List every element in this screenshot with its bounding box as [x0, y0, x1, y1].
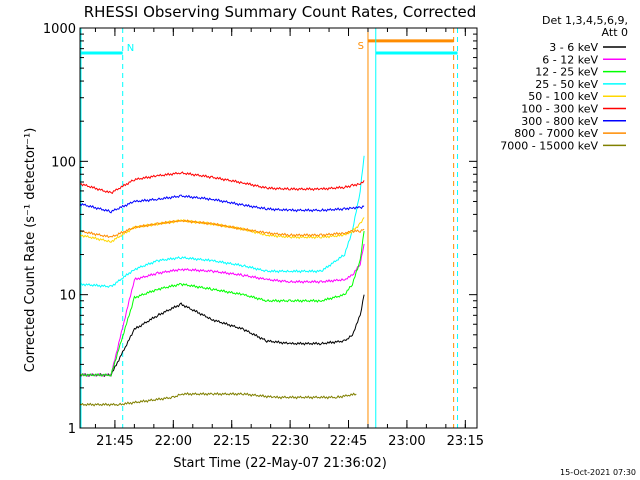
x-tick-label: 21:45: [96, 434, 133, 449]
x-tick-label: 22:45: [330, 434, 367, 449]
x-tick-label: 22:30: [271, 434, 308, 449]
series-line: [79, 391, 357, 407]
x-tick-label: 22:00: [155, 434, 192, 449]
legend-label: 800 - 7000 keV: [514, 127, 598, 140]
chart-title: RHESSI Observing Summary Count Rates, Co…: [84, 3, 477, 21]
legend-label: 25 - 50 keV: [535, 78, 598, 91]
series-layer: [79, 155, 365, 407]
legend-label: 50 - 100 keV: [528, 90, 598, 103]
axis-ticks: 21:45 22:00 22:15 22:30 22:45 23:00 23:15 1 10 10…: [43, 22, 484, 449]
y-axis-label: Corrected Count Rate (s⁻¹ detector⁻¹): [23, 128, 38, 373]
legend-header: Att 0: [602, 26, 628, 39]
legend-label: 12 - 25 keV: [535, 66, 598, 79]
series-line: [79, 155, 365, 288]
series-line: [79, 194, 365, 214]
y-tick-label: 1: [68, 422, 76, 437]
legend-label: 7000 - 15000 keV: [500, 139, 598, 152]
render-timestamp: 15-Oct-2021 07:30: [560, 468, 636, 477]
series-line: [79, 294, 365, 378]
annotation-marker: N: [127, 43, 134, 54]
x-axis-label: Start Time (22-May-07 21:36:02): [173, 456, 387, 471]
x-tick-label: 23:15: [447, 434, 484, 449]
y-tick-label: 1000: [43, 22, 76, 37]
plot-frame: [79, 27, 478, 429]
legend-label: 3 - 6 keV: [549, 41, 598, 54]
legend-label: 6 - 12 keV: [542, 53, 598, 66]
legend-label: 300 - 800 keV: [521, 115, 598, 128]
legend-header: Det 1,3,4,5,6,9,: [542, 14, 628, 27]
legend-label: 100 - 300 keV: [521, 103, 598, 116]
series-line: [79, 243, 365, 378]
series-line: [79, 231, 365, 378]
x-tick-label: 23:00: [388, 434, 425, 449]
y-tick-label: 100: [51, 155, 76, 170]
x-tick-label: 22:15: [213, 434, 250, 449]
annotation-marker: S: [358, 41, 364, 52]
series-line: [79, 219, 365, 239]
y-tick-label: 10: [59, 289, 76, 304]
series-line: [79, 171, 365, 195]
